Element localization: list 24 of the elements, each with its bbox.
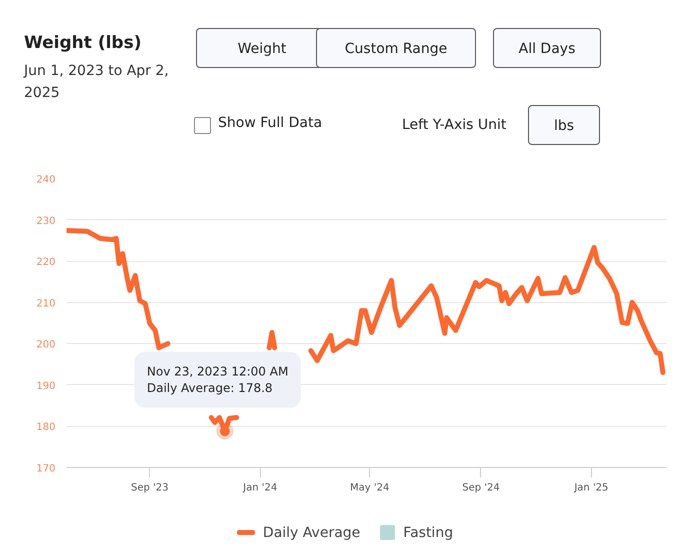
text: Weight xyxy=(196,28,328,68)
legend-label: Daily Average xyxy=(262,524,360,540)
y-tick-label: 200 xyxy=(36,340,56,351)
text: All Days xyxy=(493,28,601,68)
text: Show Full Data xyxy=(218,115,322,131)
x-tick-label: Jan '24 xyxy=(242,482,278,494)
y-tick-label: 220 xyxy=(36,257,56,268)
annotation: Nov 23, 2023 12:00 AM Daily Average: 178.8 xyxy=(146,364,288,396)
y-tick-label: 240 xyxy=(36,174,56,186)
text: Custom Range xyxy=(316,28,476,68)
y-tick-label: 180 xyxy=(36,422,56,434)
y-tick-label: 210 xyxy=(36,298,56,310)
y-tick-label: 230 xyxy=(36,216,56,227)
chart-subtitle: Jun 1, 2023 to Apr 2, 2025 xyxy=(24,62,170,103)
legend-label: Fasting xyxy=(403,524,454,540)
text: Left Y-Axis Unit xyxy=(402,117,506,133)
x-tick-label: Jan '25 xyxy=(573,482,608,494)
y-tick-label: 170 xyxy=(36,464,56,474)
x-tick-label: May '24 xyxy=(350,482,390,494)
y-tick-label: 190 xyxy=(36,380,56,392)
x-tick-label: Sep '24 xyxy=(462,482,500,494)
x-tick-label: Sep '23 xyxy=(131,482,169,494)
chart-title: Weight (lbs) xyxy=(24,33,142,53)
text: lbs xyxy=(528,105,600,145)
